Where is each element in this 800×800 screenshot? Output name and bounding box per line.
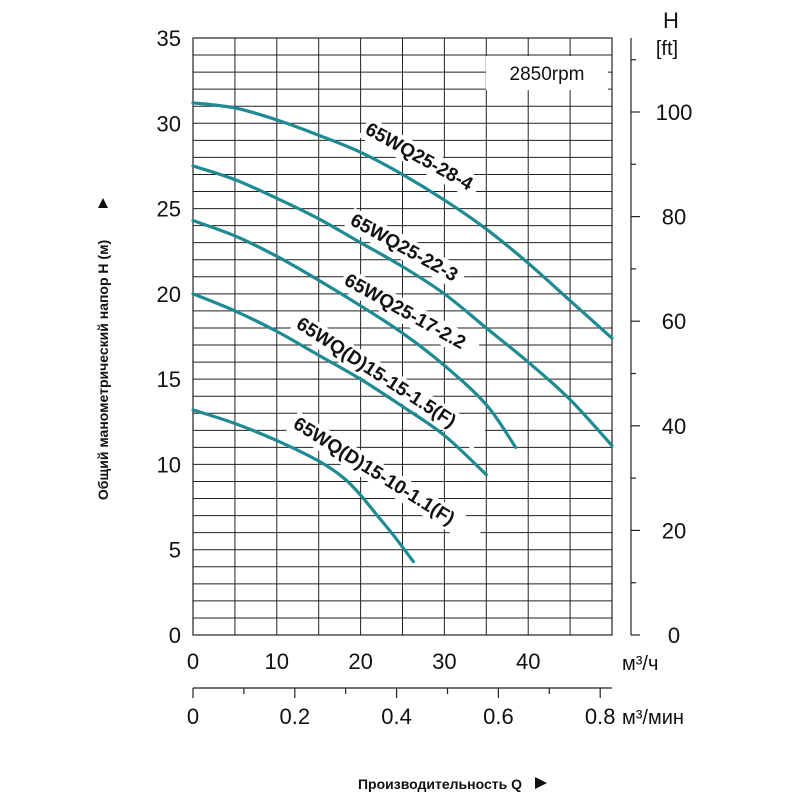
x2-tick-label: 0.8 — [585, 704, 616, 729]
x-tick-label: 30 — [432, 649, 456, 674]
curve-line-1 — [191, 164, 614, 448]
x-axis-arrow-icon — [535, 777, 547, 789]
x-tick-label: 0 — [187, 649, 199, 674]
curve-label-bg — [343, 207, 468, 291]
y-tick-label: 10 — [157, 452, 181, 477]
y-right-tick-label: 100 — [656, 100, 693, 125]
y-tick-label: 0 — [169, 623, 181, 648]
y-axis-arrow-icon — [98, 198, 108, 208]
x2-tick-label: 0 — [187, 704, 199, 729]
y-right-tick-label: 60 — [662, 309, 686, 334]
right-axis-title-h: H — [663, 8, 679, 33]
x-tick-label: 40 — [516, 649, 540, 674]
curve-line-4 — [191, 408, 415, 564]
x2-tick-label: 0.4 — [381, 704, 412, 729]
y-axis-title-group: Общий манометрический напор H (м) — [95, 198, 111, 500]
x2-tick-label: 0.2 — [280, 704, 311, 729]
y-right-tick-label: 40 — [662, 414, 686, 439]
curve-line-2 — [191, 218, 518, 449]
x-unit-m3min: м³/мин — [622, 707, 684, 729]
x-axis-m3h: 0 10 20 30 40 — [187, 649, 541, 674]
curve-label-bg — [358, 116, 483, 200]
y-tick-label: 5 — [169, 538, 181, 563]
x2-tick-label: 0.6 — [483, 704, 514, 729]
curve-label-bg — [337, 267, 482, 362]
curves-group — [191, 101, 614, 564]
rpm-label-bg — [486, 56, 608, 90]
curve-label-group-0: 65WQ25-28-4 — [358, 116, 483, 200]
curve-label-bg — [286, 410, 485, 547]
y-axis-left: 0 5 10 15 20 25 30 35 — [157, 26, 181, 648]
y-tick-label: 15 — [157, 367, 181, 392]
x-unit-m3h: м³/ч — [622, 653, 658, 675]
x-axis-title: Производительность Q — [358, 776, 522, 792]
y-right-tick-label: 80 — [662, 205, 686, 230]
y-tick-label: 25 — [157, 197, 181, 222]
curve-line-0 — [191, 101, 614, 340]
x-tick-label: 10 — [265, 649, 289, 674]
curve-label-bg — [289, 311, 486, 450]
curve-line-3 — [191, 292, 488, 477]
y-tick-label: 20 — [157, 282, 181, 307]
rpm-annotation: 2850rpm — [510, 64, 585, 85]
y-axis-right: 0 20 40 60 80 100 — [630, 38, 693, 648]
y-right-tick-label: 0 — [668, 623, 680, 648]
y-tick-label: 35 — [157, 26, 181, 51]
x-axis-m3min: 0 0.2 0.4 0.6 0.8 — [187, 687, 616, 729]
y-axis-title: Общий манометрический напор H (м) — [95, 240, 111, 500]
y-right-tick-label: 20 — [662, 518, 686, 543]
x-tick-label: 20 — [348, 649, 372, 674]
right-axis-title-ft: [ft] — [656, 38, 678, 60]
y-tick-label: 30 — [157, 111, 181, 136]
